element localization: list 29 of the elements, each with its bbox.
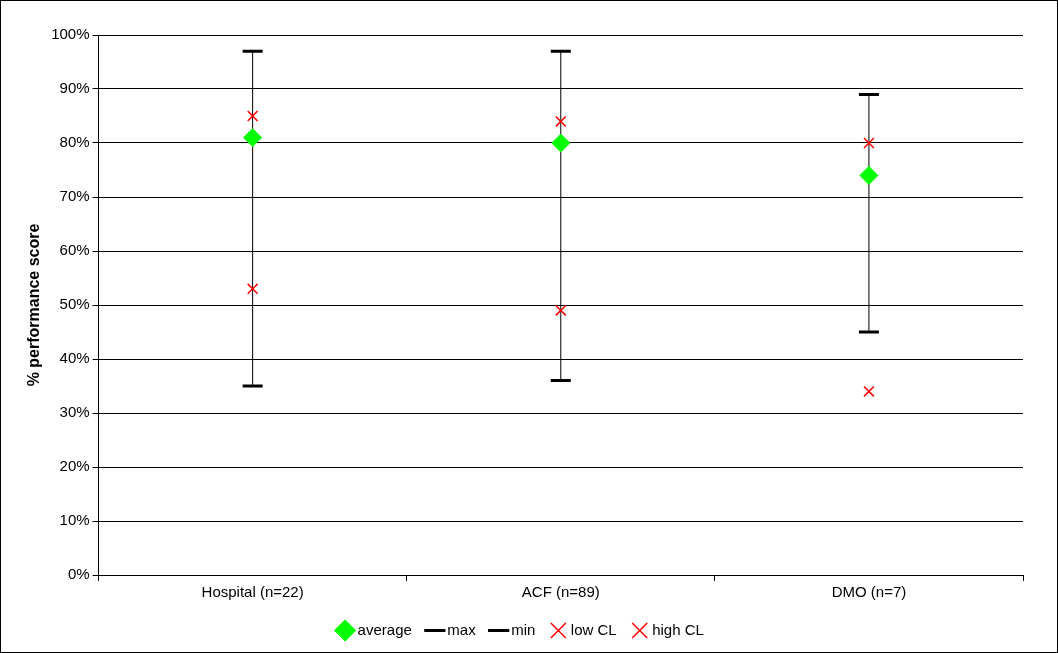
- point: [555, 115, 567, 128]
- point: [859, 165, 879, 185]
- y-tick-label: 0%: [67, 565, 90, 583]
- y-tick-label: 70%: [59, 187, 90, 205]
- y-tick-label: 10%: [59, 511, 90, 529]
- point: [551, 133, 571, 153]
- legend-label: max: [447, 620, 477, 638]
- point: [246, 110, 259, 122]
- point: [863, 385, 875, 398]
- y-tick-label: 80%: [59, 133, 90, 151]
- y-tick-label: 50%: [59, 295, 90, 313]
- y-tick-label: 90%: [59, 79, 90, 97]
- point: [863, 137, 875, 149]
- point: [555, 304, 567, 317]
- point: [243, 128, 263, 148]
- y-axis-title: % performance score: [25, 223, 43, 387]
- legend-label: min: [511, 620, 536, 638]
- y-tick-label: 20%: [59, 457, 90, 475]
- y-tick-label: 60%: [59, 241, 90, 259]
- y-tick-label: 100%: [51, 25, 90, 43]
- x-tick-label: ACF (n=89): [521, 583, 600, 601]
- x-tick-label: DMO (n=7): [831, 583, 907, 601]
- legend-label: high CL: [652, 620, 704, 638]
- y-tick-label: 40%: [59, 349, 90, 367]
- x-tick-label: Hospital (n=22): [201, 583, 304, 601]
- y-tick-label: 30%: [59, 403, 90, 421]
- legend-label: average: [357, 620, 412, 638]
- point: [246, 283, 259, 295]
- legend-label: low CL: [570, 620, 617, 638]
